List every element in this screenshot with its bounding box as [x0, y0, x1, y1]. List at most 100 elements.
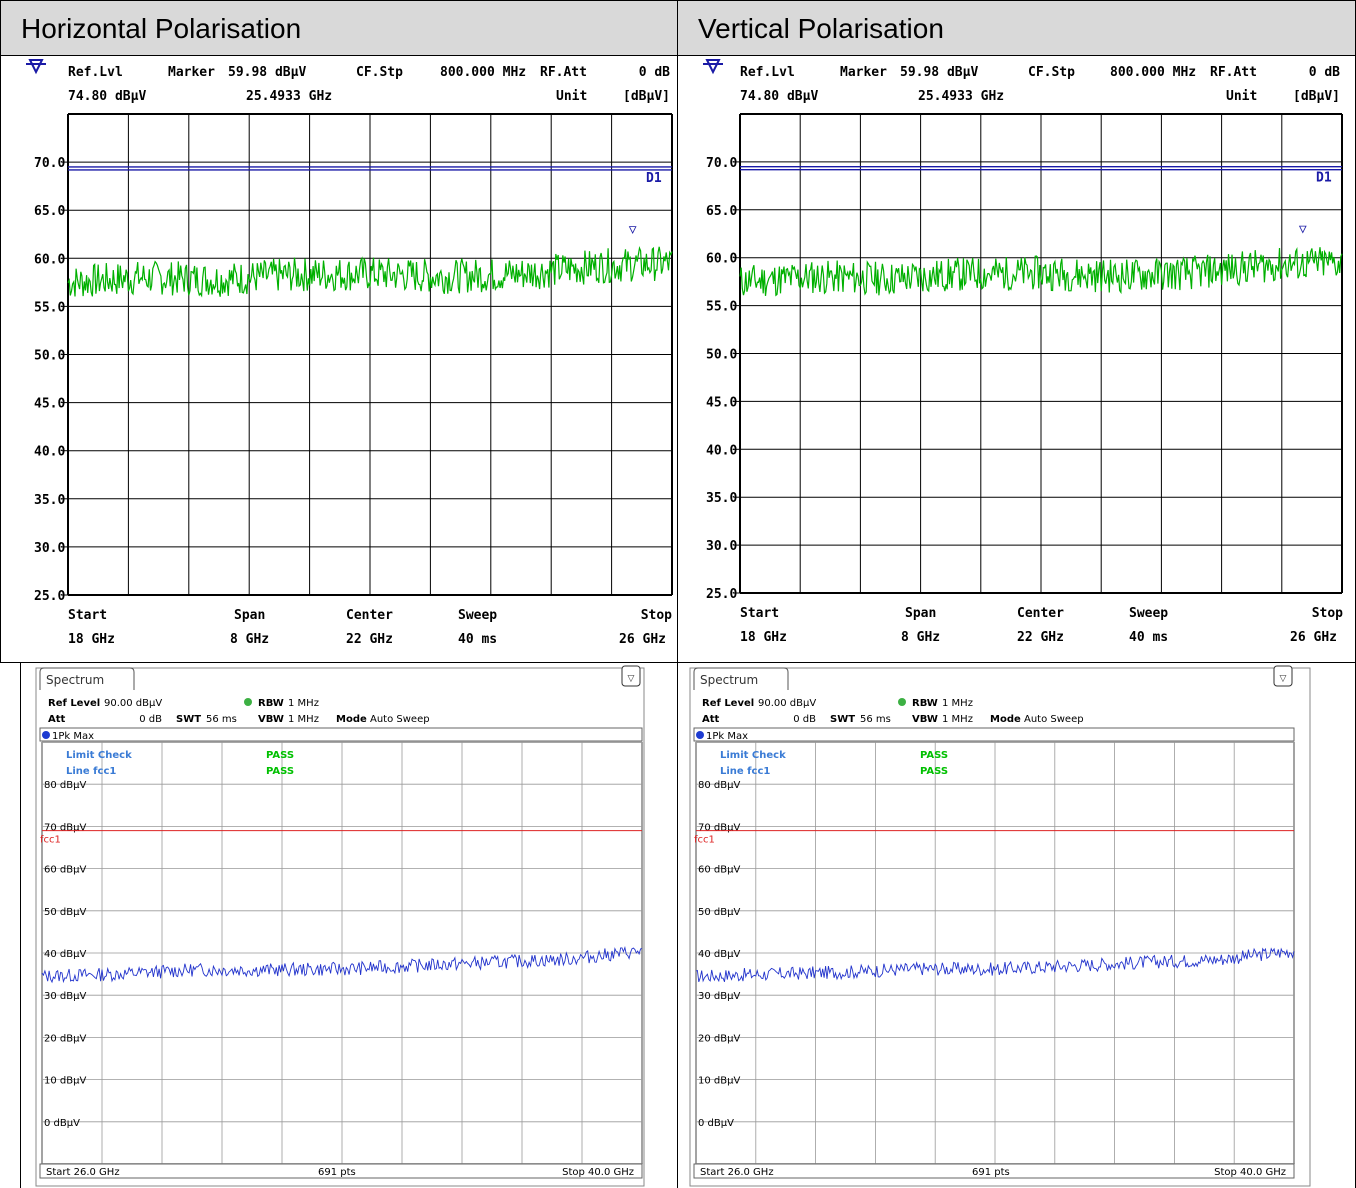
spectrum-tab[interactable] [39, 667, 135, 690]
marker-freq: 25.4933 GHz [246, 89, 332, 104]
status-bar [39, 1163, 643, 1179]
stop-value: 26 GHz [619, 632, 666, 647]
rf-att-value: 0 dB [639, 65, 670, 80]
marker-label: Marker [840, 65, 887, 80]
y-tick-label: 20 dBµV [698, 1033, 740, 1044]
spectrum-tab-label[interactable]: Spectrum [46, 673, 104, 687]
vbw-label: VBW [258, 714, 284, 725]
center-value: 22 GHz [346, 632, 393, 647]
ref-level-label: Ref Level [702, 698, 754, 709]
marker-freq: 25.4933 GHz [918, 89, 1004, 104]
spectrum-tab[interactable] [693, 667, 789, 690]
limit-line-d1 [68, 166, 672, 171]
y-tick-label: 70 dBµV [44, 822, 86, 833]
mode-value: Auto Sweep [1024, 714, 1084, 725]
start-label: Start [68, 608, 107, 623]
spectrum-window-frame [35, 667, 645, 1187]
start-value: 18 GHz [68, 632, 115, 647]
limit-line-label: D1 [646, 171, 662, 186]
stop-label: Stop [1312, 606, 1343, 621]
line-fcc1-value: PASS [920, 766, 948, 777]
trace-indicator-icon [696, 731, 704, 739]
upper-left-spectrum: Ref.Lvl 74.80 dBµV Marker 59.98 dBµV 25.… [26, 59, 673, 647]
limit-line-label: fcc1 [694, 835, 715, 846]
trace-indicator-icon [42, 731, 50, 739]
y-tick-label: 35.0 [706, 491, 737, 506]
cf-stp-value: 800.000 MHz [440, 65, 526, 80]
trace-bar [693, 727, 1295, 742]
y-tick-label: 40 dBµV [44, 949, 86, 960]
limit-check-label: Limit Check [720, 750, 786, 761]
plot-grid [739, 113, 1343, 594]
y-tick-label: 70.0 [706, 156, 737, 171]
rs-logo-icon [703, 59, 723, 75]
y-tick-label: 50 dBµV [698, 907, 740, 918]
y-tick-label: 0 dBµV [44, 1118, 80, 1129]
plot-grid [41, 741, 643, 1165]
ref-level: Ref.Lvl 74.80 dBµV [68, 65, 146, 104]
rbw-status-dot [898, 698, 906, 706]
start-freq: Start 26.0 GHz [700, 1167, 774, 1178]
y-tick-label: 0 dBµV [698, 1118, 734, 1129]
cf-stp-label: CF.Stp [1028, 65, 1075, 80]
span-label: Span [234, 608, 265, 623]
unit-label: Unit [556, 89, 587, 104]
y-tick-label: 40.0 [706, 443, 737, 458]
expand-icon[interactable] [1273, 665, 1293, 687]
att-value: 0 dB [793, 714, 816, 725]
y-axis-ticks: 70.0 65.0 60.0 55.0 50.0 45.0 40.0 35.0 30.0 25.0 [706, 156, 740, 602]
y-tick-label: 20 dBµV [44, 1033, 86, 1044]
ref-lvl-label: Ref.Lvl [68, 65, 123, 80]
y-tick-label: 50 dBµV [44, 907, 86, 918]
header-horizontal: Horizontal Polarisation [0, 0, 678, 56]
y-tick-label: 30 dBµV [698, 991, 740, 1002]
stop-freq: Stop 40.0 GHz [562, 1167, 634, 1178]
marker-level: 59.98 dBµV [900, 65, 978, 80]
spectrum-window-frame [689, 667, 1311, 1187]
y-tick-label: 45.0 [34, 397, 65, 412]
expand-icon[interactable] [621, 665, 641, 687]
line-fcc1-label: Line fcc1 [720, 766, 770, 777]
y-tick-label: 30.0 [34, 541, 65, 556]
trace-label: 1Pk Max [52, 731, 94, 742]
start-value: 18 GHz [740, 630, 787, 645]
swt-value: 56 ms [860, 714, 891, 725]
header-vertical: Vertical Polarisation [677, 0, 1356, 56]
y-axis-ticks: 70.0 65.0 60.0 55.0 50.0 45.0 40.0 35.0 30.0 25.0 [34, 156, 68, 604]
y-tick-label: 60 dBµV [698, 865, 740, 876]
start-freq: Start 26.0 GHz [46, 1167, 120, 1178]
trace-bar [39, 727, 643, 742]
line-fcc1-label: Line fcc1 [66, 766, 116, 777]
sweep-value: 40 ms [458, 632, 497, 647]
unit-label: Unit [1226, 89, 1257, 104]
y-tick-label: 30.0 [706, 539, 737, 554]
header-vertical-label: Vertical Polarisation [698, 13, 944, 44]
stop-freq: Stop 40.0 GHz [1214, 1167, 1286, 1178]
y-tick-label: 65.0 [34, 204, 65, 219]
upper-right-spectrum: Ref.Lvl 74.80 dBµV Marker 59.98 dBµV 25.… [703, 59, 1343, 645]
expand-icon-glyph: ▽ [628, 674, 635, 684]
ref-lvl-value: 74.80 dBµV [740, 89, 818, 104]
swt-label: SWT [830, 714, 855, 725]
y-tick-label: 70.0 [34, 156, 65, 171]
center-label: Center [346, 608, 393, 623]
start-label: Start [740, 606, 779, 621]
y-tick-label: 10 dBµV [698, 1076, 740, 1087]
rbw-label: RBW [258, 698, 284, 709]
center-value: 22 GHz [1017, 630, 1064, 645]
rf-att-value: 0 dB [1309, 65, 1340, 80]
y-tick-label: 60 dBµV [44, 865, 86, 876]
marker-level: 59.98 dBµV [228, 65, 306, 80]
swt-label: SWT [176, 714, 201, 725]
limit-line-label: D1 [1316, 171, 1332, 186]
rbw-label: RBW [912, 698, 938, 709]
att-value: 0 dB [139, 714, 162, 725]
marker-symbol: ▽ [629, 222, 637, 237]
spectrum-tab-label[interactable]: Spectrum [700, 673, 758, 687]
ref-level-value: 90.00 dBµV [104, 698, 162, 709]
y-tick-label: 30 dBµV [44, 991, 86, 1002]
swt-value: 56 ms [206, 714, 237, 725]
trace-line [41, 945, 643, 984]
y-tick-label: 50.0 [34, 349, 65, 364]
unit-value: [dBµV] [623, 89, 670, 104]
